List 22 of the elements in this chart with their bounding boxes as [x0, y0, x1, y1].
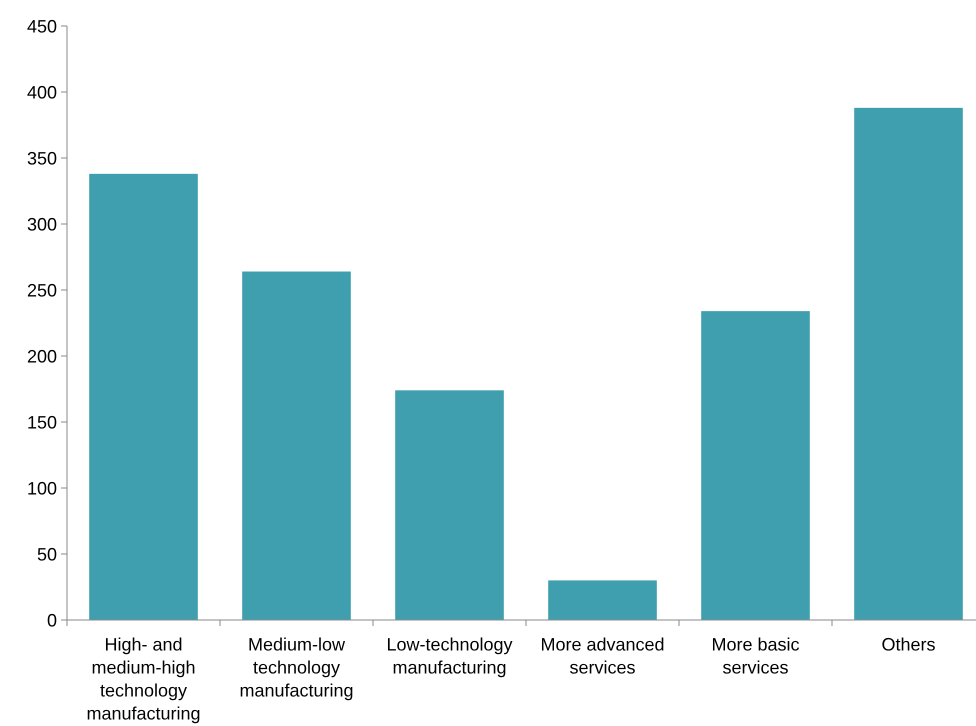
x-tick-label: More advanced services [540, 634, 665, 678]
bar [395, 390, 504, 620]
y-tick-label: 450 [26, 16, 57, 36]
y-tick-label: 150 [26, 412, 57, 432]
x-tick-label: Medium-low technology manufacturing [239, 634, 354, 700]
y-tick-label: 350 [26, 148, 57, 168]
y-tick-label: 400 [26, 82, 57, 102]
x-tick-label: Low-technology manufacturing [386, 634, 513, 678]
bar [89, 174, 198, 620]
y-tick-label: 200 [26, 346, 57, 366]
bar [854, 108, 963, 620]
x-tick-label: Others [881, 634, 936, 654]
bar [701, 311, 810, 620]
x-tick-label: More basic services [711, 634, 800, 678]
y-tick-label: 50 [36, 544, 57, 564]
y-tick-label: 250 [26, 280, 57, 300]
bar [548, 580, 657, 620]
x-tick-label: High- and medium-high technology manufacturing [86, 634, 201, 724]
bar [242, 272, 351, 620]
y-tick-label: 100 [26, 478, 57, 498]
y-tick-label: 0 [46, 610, 57, 630]
y-tick-label: 300 [26, 214, 57, 234]
